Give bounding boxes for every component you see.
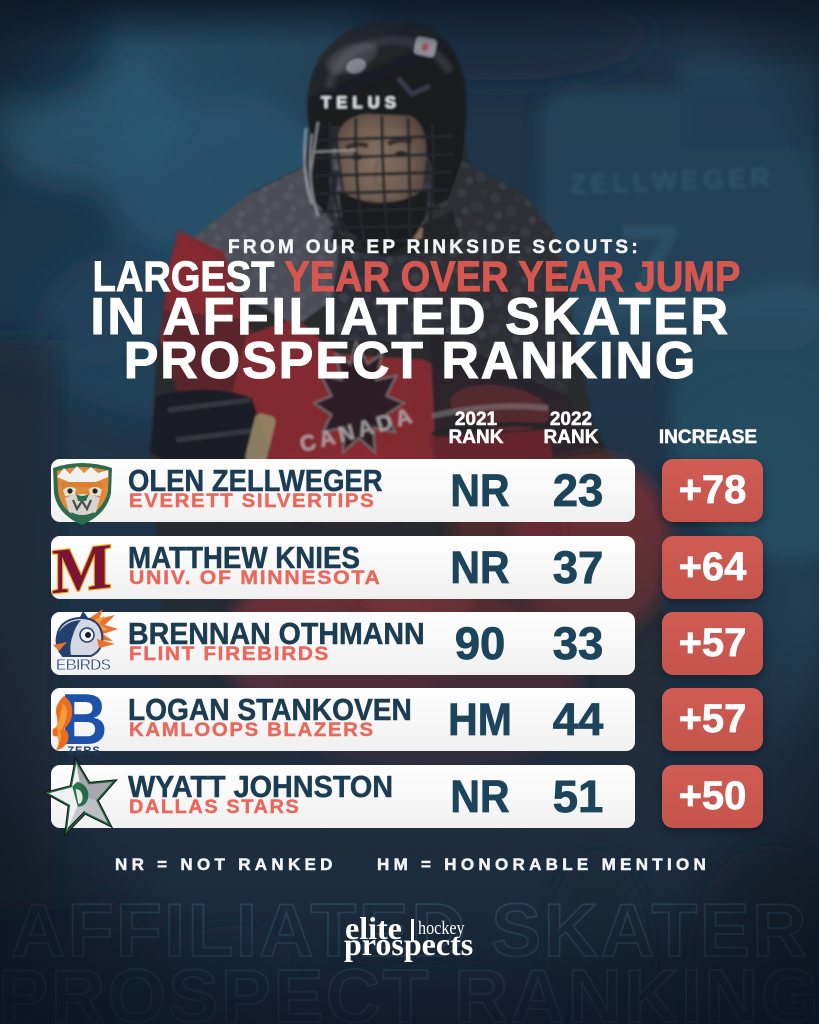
svg-text:M: M bbox=[52, 537, 112, 599]
svg-text:ZERS: ZERS bbox=[67, 745, 100, 757]
svg-text:EBIRDS: EBIRDS bbox=[56, 657, 112, 674]
